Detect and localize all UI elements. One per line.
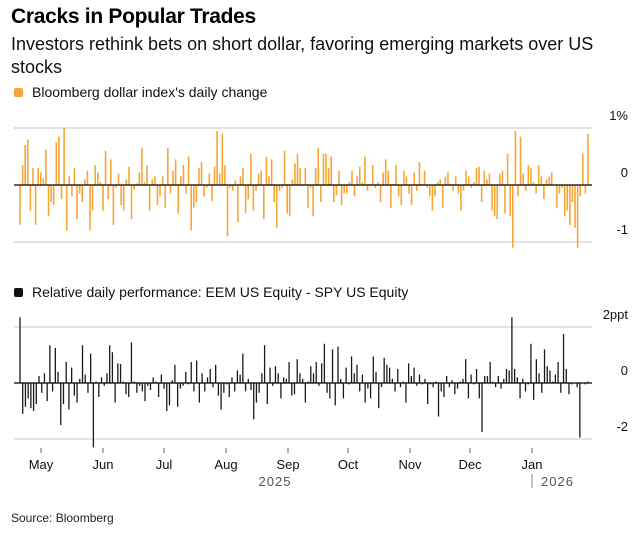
x-tick-label-may: May: [29, 457, 54, 472]
x-year-label-2026: 2026: [541, 474, 574, 489]
x-tick-label-sep: Sep: [276, 457, 299, 472]
x-tick-label-jan: Jan: [522, 457, 543, 472]
x-tick-label-oct: Oct: [338, 457, 359, 472]
legend-swatch-black: [14, 287, 23, 297]
x-tick-label-dec: Dec: [458, 457, 482, 472]
legend-relative-performance: Relative daily performance: EEM US Equit…: [14, 284, 408, 300]
chart-subtitle: Investors rethink bets on short dollar, …: [11, 34, 594, 77]
dollar-y-tick-label: 0: [621, 165, 628, 180]
source-note: Source: Bloomberg: [11, 511, 114, 525]
dollar-y-tick-label: 1%: [609, 108, 628, 123]
relative-y-tick-label: -2: [616, 419, 628, 434]
x-tick-label-jul: Jul: [156, 457, 173, 472]
x-tick-label-nov: Nov: [398, 457, 422, 472]
legend-swatch-orange: [14, 87, 23, 97]
chart-title: Cracks in Popular Trades: [11, 5, 256, 28]
x-year-label-2025: 2025: [259, 474, 292, 489]
relative-y-tick-label: 2ppt: [603, 307, 629, 322]
x-tick-label-jun: Jun: [93, 457, 114, 472]
relative-y-tick-label: 0: [621, 363, 628, 378]
legend-label: Relative daily performance: EEM US Equit…: [32, 284, 409, 300]
legend-label: Bloomberg dollar index's daily change: [32, 84, 268, 100]
legend-dollar-index: Bloomberg dollar index's daily change: [14, 84, 267, 100]
x-tick-label-aug: Aug: [214, 457, 237, 472]
dollar-y-tick-label: -1: [616, 222, 628, 237]
